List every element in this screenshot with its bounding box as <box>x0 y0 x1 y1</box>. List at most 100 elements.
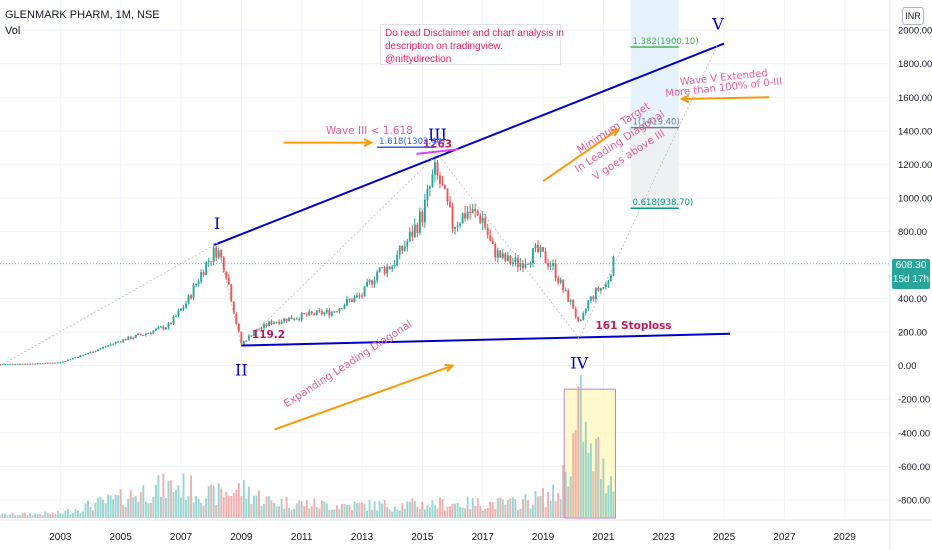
candle-body <box>177 310 180 316</box>
volume-bar <box>87 500 89 518</box>
volume-bar <box>76 510 79 518</box>
candle-body <box>567 290 570 302</box>
volume-bar <box>537 496 539 518</box>
volume-bar <box>41 515 44 518</box>
volume-bar <box>491 502 494 518</box>
candle-body <box>66 359 69 361</box>
volume-bar <box>61 513 64 518</box>
volume-bar <box>167 480 170 518</box>
volume-bar <box>549 500 552 518</box>
volume-bar <box>84 503 87 518</box>
volume-bar <box>263 504 265 518</box>
candle-body <box>162 326 165 330</box>
candle-body <box>325 310 328 313</box>
wave-label-ii: II <box>235 361 248 380</box>
candle-body <box>14 363 17 365</box>
candle-body <box>104 346 107 348</box>
candle-body <box>185 303 187 308</box>
volume-bar <box>348 504 351 518</box>
arrow-wave-iii-head <box>363 138 374 147</box>
candle-body <box>572 299 575 309</box>
candle-body <box>202 272 205 275</box>
volume-bar <box>9 514 11 518</box>
candle-body <box>602 287 605 289</box>
volume-bar <box>64 510 67 518</box>
volume-bar <box>278 506 281 518</box>
candle-body <box>97 349 99 351</box>
volume-bar <box>418 509 421 518</box>
candle-body <box>280 321 283 324</box>
price-tick-label: 1200.00 <box>898 160 932 171</box>
volume-bar <box>79 512 82 518</box>
candle-body <box>519 262 522 267</box>
candle-body <box>386 266 389 274</box>
volume-bar <box>220 488 223 518</box>
candle-body <box>54 362 57 364</box>
elliott-wave-path <box>0 43 719 366</box>
volume-bar <box>24 512 27 518</box>
volume-bar <box>265 496 268 518</box>
volume-bar <box>411 498 414 518</box>
volume-indicator-label[interactable]: Vol <box>5 25 21 37</box>
volume-bar <box>376 510 379 518</box>
candle-body <box>499 250 502 258</box>
candle-body <box>542 247 544 252</box>
volume-bar <box>378 501 381 518</box>
volume-bar <box>476 498 479 518</box>
candle-body <box>46 362 49 364</box>
volume-bar <box>154 484 157 518</box>
candle-body <box>469 211 472 213</box>
volume-bar <box>49 514 52 518</box>
candle-body <box>444 185 446 189</box>
volume-bar <box>572 433 575 518</box>
volume-bar <box>197 499 200 518</box>
candle-body <box>290 317 293 320</box>
candle-body <box>187 295 190 304</box>
candle-body <box>263 323 265 329</box>
price-tick-label: 0.00 <box>898 361 917 372</box>
candle-body <box>439 175 441 184</box>
time-axis[interactable]: 2003 2005 2007 2009 2011 2013 2015 2017 2019 2021… <box>0 519 932 543</box>
volume-bar <box>195 495 198 518</box>
volume-bar <box>481 510 484 518</box>
arrow-expanding-diagonal-head <box>444 363 455 373</box>
currency-badge[interactable]: INR <box>902 7 924 25</box>
volume-bar <box>290 510 293 518</box>
candle-body <box>137 333 140 335</box>
volume-bar <box>104 503 107 518</box>
volume-bar <box>31 515 34 518</box>
candle-body <box>413 224 416 237</box>
candle-body <box>167 323 170 328</box>
volume-bar <box>255 495 258 518</box>
note-line-3: @niftydirection <box>385 54 452 65</box>
candle-body <box>529 263 532 265</box>
volume-bar <box>210 484 213 518</box>
candle-body <box>527 263 529 265</box>
candle-body <box>285 318 288 322</box>
price-axis[interactable]: 2000.00 1800.00 1600.00 1400.00 1200.00 1000.… <box>889 0 932 550</box>
candle-body <box>154 328 157 331</box>
candle-body <box>516 257 519 267</box>
volume-bar <box>200 502 203 518</box>
symbol-title[interactable]: GLENMARK PHARM, 1M, NSE <box>5 9 160 21</box>
candle-body <box>471 209 474 213</box>
candle-body <box>371 280 374 285</box>
candle-body <box>142 334 145 336</box>
candle-body <box>338 308 341 312</box>
disclaimer-note: Do read Disclaimer and chart analysis in… <box>380 24 564 65</box>
volume-bar <box>202 505 205 518</box>
volume-bar <box>552 484 555 518</box>
candle-body <box>506 255 509 261</box>
price-tick-label: 2000.00 <box>898 26 932 37</box>
candle-body <box>0 364 1 365</box>
candle-body <box>436 162 439 176</box>
candle-body <box>368 280 371 283</box>
volume-bar <box>205 498 208 518</box>
volume-bar <box>328 510 331 518</box>
candle-body <box>323 312 326 315</box>
candle-body <box>466 211 469 219</box>
year-tick-label: 2007 <box>170 532 193 543</box>
wave-label-i: I <box>214 214 220 233</box>
volume-bar <box>544 506 547 518</box>
